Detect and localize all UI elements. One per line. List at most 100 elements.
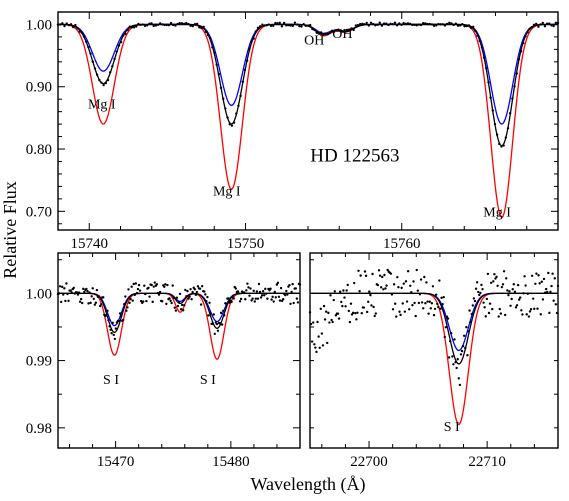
data-point [418, 302, 420, 304]
data-point [218, 73, 220, 75]
data-point [552, 25, 554, 27]
data-point [244, 298, 246, 300]
data-point [106, 310, 108, 312]
data-point [529, 27, 531, 29]
data-point [465, 25, 467, 27]
data-point [476, 35, 478, 37]
xtick-label: 22710 [468, 454, 506, 470]
data-point [431, 302, 433, 304]
data-point [345, 289, 347, 291]
data-point [402, 302, 404, 304]
data-point [529, 310, 531, 312]
data-point [476, 281, 478, 283]
data-point [455, 367, 457, 369]
data-point [532, 297, 534, 299]
xtick-label: 15760 [383, 236, 421, 252]
data-point [474, 30, 476, 32]
data-point [214, 333, 216, 335]
data-point [452, 363, 454, 365]
data-point [359, 23, 361, 25]
data-point [154, 281, 156, 283]
data-point [211, 46, 213, 48]
xtick-label: 15750 [227, 236, 265, 252]
data-point [344, 305, 346, 307]
data-point [482, 301, 484, 303]
data-point [115, 50, 117, 52]
data-point [369, 294, 371, 296]
data-point [352, 312, 354, 314]
data-point [471, 313, 473, 315]
data-point [216, 323, 218, 325]
data-point [420, 278, 422, 280]
data-point [180, 308, 182, 310]
data-point [115, 327, 117, 329]
data-point [319, 347, 321, 349]
data-point [414, 315, 416, 317]
data-point [523, 275, 525, 277]
data-point [450, 22, 452, 24]
data-point [202, 26, 204, 28]
data-point [324, 32, 326, 34]
data-point [323, 305, 325, 307]
data-point [450, 332, 452, 334]
data-point [510, 298, 512, 300]
data-point [271, 296, 273, 298]
data-point [274, 22, 276, 24]
data-point [133, 26, 135, 28]
data-point [231, 124, 233, 126]
data-point [489, 302, 491, 304]
data-point [472, 26, 474, 28]
data-point [172, 24, 174, 26]
data-point [400, 24, 402, 26]
data-point [433, 25, 435, 27]
line-annotation: OH [304, 33, 324, 48]
data-point [455, 22, 457, 24]
data-point [337, 313, 339, 315]
data-point [486, 298, 488, 300]
data-point [107, 319, 109, 321]
data-point [515, 306, 517, 308]
data-point [546, 22, 548, 24]
data-point [487, 273, 489, 275]
data-point [254, 300, 256, 302]
data-point [449, 340, 451, 342]
data-point [183, 304, 185, 306]
data-point [513, 283, 515, 285]
data-point [166, 284, 168, 286]
data-point [179, 22, 181, 24]
data-point [485, 315, 487, 317]
data-point [265, 24, 267, 26]
data-point [295, 287, 297, 289]
data-point [107, 79, 109, 81]
data-point [368, 290, 370, 292]
data-point [187, 23, 189, 25]
data-point [296, 23, 298, 25]
data-point [161, 23, 163, 25]
data-point [509, 112, 511, 114]
data-point [113, 58, 115, 60]
data-point [263, 24, 265, 26]
data-point [269, 288, 271, 290]
data-point [252, 37, 254, 39]
data-point [554, 277, 556, 279]
data-point [436, 303, 438, 305]
data-point [98, 295, 100, 297]
model-curve [310, 293, 558, 350]
data-point [176, 23, 178, 25]
data-point [411, 304, 413, 306]
xtick-label: 22700 [350, 454, 388, 470]
data-point [198, 26, 200, 28]
line-annotation: S I [103, 373, 119, 388]
data-point [248, 48, 250, 50]
data-point [279, 22, 281, 24]
data-point [422, 307, 424, 309]
data-point [255, 30, 257, 32]
data-point [355, 318, 357, 320]
data-point [361, 23, 363, 25]
data-point [165, 24, 167, 26]
data-point [363, 23, 365, 25]
ytick-label: 0.70 [26, 204, 52, 220]
data-point [195, 294, 197, 296]
data-point [464, 347, 466, 349]
data-point [370, 22, 372, 24]
